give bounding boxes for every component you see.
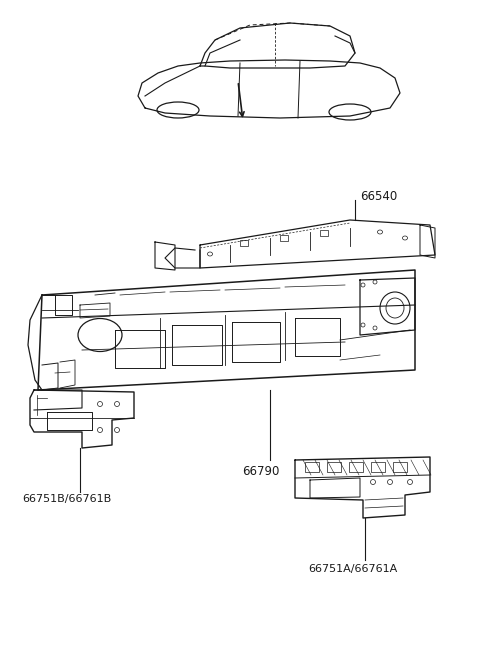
Bar [349,462,363,472]
Text: 66751A/66761A: 66751A/66761A [308,564,397,574]
Bar [371,462,385,472]
Bar [320,230,328,236]
Bar [240,240,248,246]
Bar [327,462,341,472]
Text: 66790: 66790 [242,465,279,478]
Bar [393,462,407,472]
Bar [305,462,319,472]
Text: 66540: 66540 [360,190,397,203]
Bar [280,235,288,241]
Text: 66751B/66761B: 66751B/66761B [22,494,111,504]
